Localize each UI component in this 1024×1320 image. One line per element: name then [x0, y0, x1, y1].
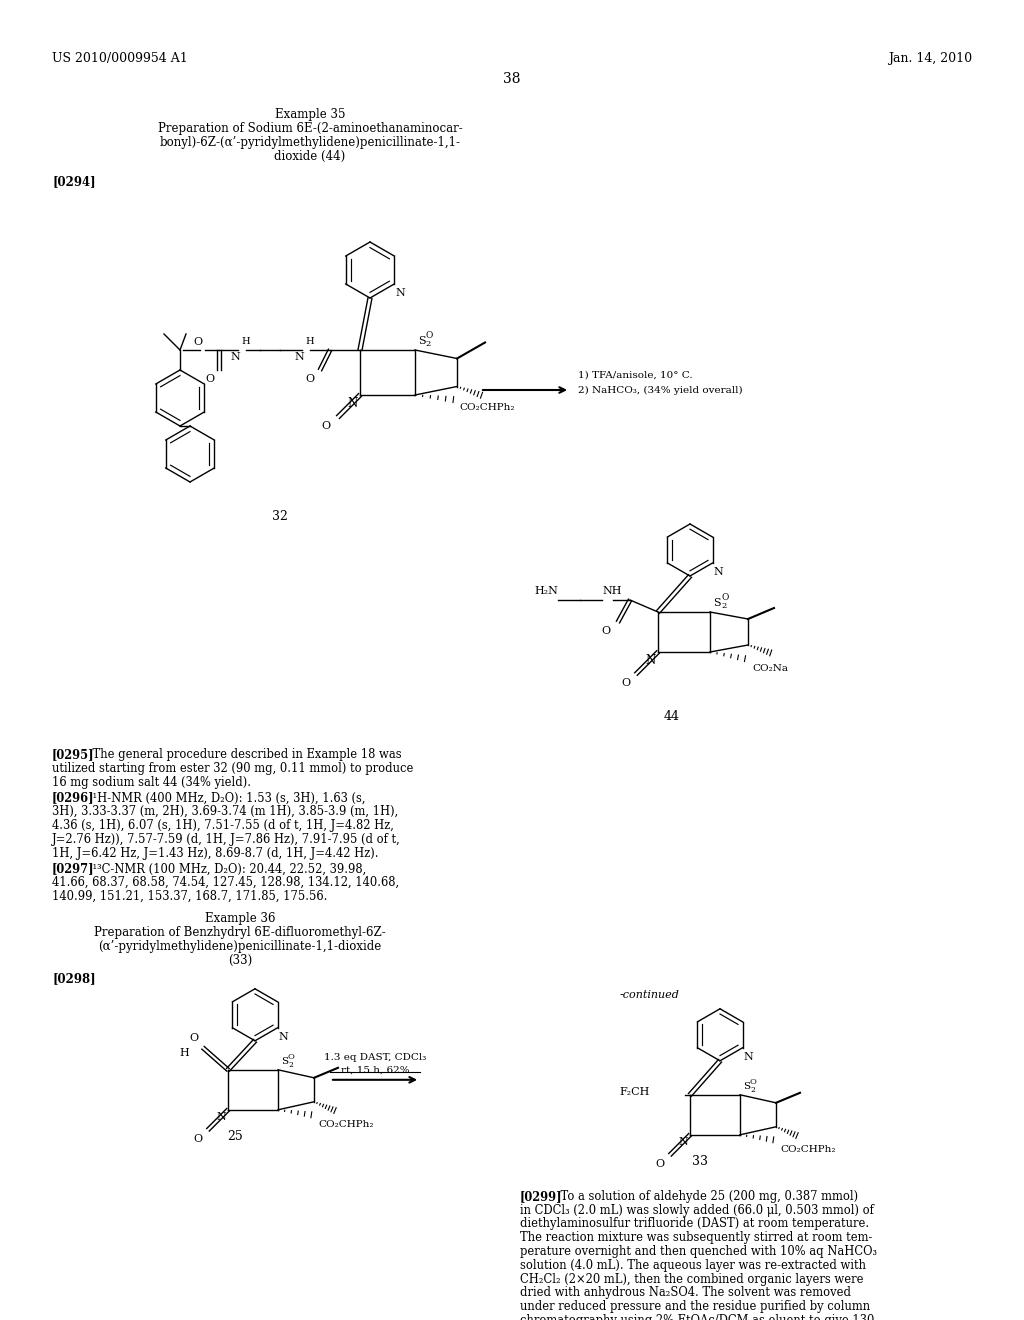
- Text: O: O: [601, 626, 610, 636]
- Text: To a solution of aldehyde 25 (200 mg, 0.387 mmol): To a solution of aldehyde 25 (200 mg, 0.…: [546, 1189, 858, 1203]
- Text: N: N: [230, 352, 240, 362]
- Text: [0295]: [0295]: [52, 748, 94, 762]
- Text: US 2010/0009954 A1: US 2010/0009954 A1: [52, 51, 187, 65]
- Text: 33: 33: [692, 1155, 708, 1168]
- Text: 44: 44: [664, 710, 680, 723]
- Text: O: O: [194, 1134, 203, 1144]
- Text: dioxide (44): dioxide (44): [274, 150, 346, 162]
- Text: N: N: [714, 568, 723, 577]
- Text: O: O: [321, 421, 330, 432]
- Text: The general procedure described in Example 18 was: The general procedure described in Examp…: [78, 748, 401, 762]
- Text: 41.66, 68.37, 68.58, 74.54, 127.45, 128.98, 134.12, 140.68,: 41.66, 68.37, 68.58, 74.54, 127.45, 128.…: [52, 876, 399, 890]
- Text: 2: 2: [750, 1086, 755, 1094]
- Text: O: O: [305, 374, 314, 384]
- Text: perature overnight and then quenched with 10% aq NaHCO₃: perature overnight and then quenched wit…: [520, 1245, 877, 1258]
- Text: [0298]: [0298]: [52, 972, 95, 985]
- Text: The reaction mixture was subsequently stirred at room tem-: The reaction mixture was subsequently st…: [520, 1232, 872, 1245]
- Text: 2: 2: [288, 1061, 293, 1069]
- Text: CO₂CHPh₂: CO₂CHPh₂: [780, 1144, 836, 1154]
- Text: N: N: [216, 1111, 226, 1122]
- Text: 2) NaHCO₃, (34% yield overall): 2) NaHCO₃, (34% yield overall): [578, 385, 742, 395]
- Text: H: H: [242, 337, 250, 346]
- Text: CO₂CHPh₂: CO₂CHPh₂: [459, 403, 514, 412]
- Text: [0294]: [0294]: [52, 176, 95, 187]
- Text: 1H, J=6.42 Hz, J=1.43 Hz), 8.69-8.7 (d, 1H, J=4.42 Hz).: 1H, J=6.42 Hz, J=1.43 Hz), 8.69-8.7 (d, …: [52, 846, 379, 859]
- Text: 140.99, 151.21, 153.37, 168.7, 171.85, 175.56.: 140.99, 151.21, 153.37, 168.7, 171.85, 1…: [52, 890, 328, 903]
- Text: ¹H-NMR (400 MHz, D₂O): 1.53 (s, 3H), 1.63 (s,: ¹H-NMR (400 MHz, D₂O): 1.53 (s, 3H), 1.6…: [78, 792, 366, 804]
- Text: N: N: [279, 1032, 289, 1041]
- Text: 1.3 eq DAST, CDCl₃: 1.3 eq DAST, CDCl₃: [324, 1053, 426, 1061]
- Text: S: S: [281, 1057, 288, 1065]
- Text: O: O: [750, 1078, 757, 1086]
- Text: Preparation of Sodium 6E-(2-aminoethanaminocar-: Preparation of Sodium 6E-(2-aminoethanam…: [158, 121, 463, 135]
- Text: O: O: [721, 593, 728, 602]
- Text: O: O: [193, 337, 202, 347]
- Text: (α’-pyridylmethylidene)penicillinate-1,1-dioxide: (α’-pyridylmethylidene)penicillinate-1,1…: [98, 940, 382, 953]
- Text: N: N: [743, 1052, 754, 1061]
- Text: ¹³C-NMR (100 MHz, D₂O): 20.44, 22.52, 39.98,: ¹³C-NMR (100 MHz, D₂O): 20.44, 22.52, 39…: [78, 862, 367, 875]
- Text: O: O: [188, 1032, 198, 1043]
- Text: 2: 2: [721, 602, 726, 610]
- Text: CH₂Cl₂ (2×20 mL), then the combined organic layers were: CH₂Cl₂ (2×20 mL), then the combined orga…: [520, 1272, 863, 1286]
- Text: [0297]: [0297]: [52, 862, 94, 875]
- Text: 3H), 3.33-3.37 (m, 2H), 3.69-3.74 (m 1H), 3.85-3.9 (m, 1H),: 3H), 3.33-3.37 (m, 2H), 3.69-3.74 (m 1H)…: [52, 805, 398, 818]
- Text: dried with anhydrous Na₂SO4. The solvent was removed: dried with anhydrous Na₂SO4. The solvent…: [520, 1287, 851, 1299]
- Text: N: N: [395, 288, 406, 298]
- Text: rt, 15 h, 62%: rt, 15 h, 62%: [341, 1065, 410, 1074]
- Text: O: O: [425, 331, 432, 341]
- Text: Preparation of Benzhydryl 6E-difluoromethyl-6Z-: Preparation of Benzhydryl 6E-difluoromet…: [94, 925, 386, 939]
- Text: in CDCl₃ (2.0 mL) was slowly added (66.0 μl, 0.503 mmol) of: in CDCl₃ (2.0 mL) was slowly added (66.0…: [520, 1204, 873, 1217]
- Text: F₂CH: F₂CH: [620, 1086, 650, 1097]
- Text: 25: 25: [227, 1130, 243, 1143]
- Text: J=2.76 Hz)), 7.57-7.59 (d, 1H, J=7.86 Hz), 7.91-7.95 (d of t,: J=2.76 Hz)), 7.57-7.59 (d, 1H, J=7.86 Hz…: [52, 833, 400, 846]
- Text: CO₂CHPh₂: CO₂CHPh₂: [318, 1119, 374, 1129]
- Text: N: N: [294, 352, 304, 362]
- Text: N: N: [678, 1137, 688, 1147]
- Text: O: O: [205, 374, 214, 384]
- Text: (33): (33): [228, 954, 252, 966]
- Text: [0296]: [0296]: [52, 792, 94, 804]
- Text: NH: NH: [602, 586, 622, 597]
- Text: 32: 32: [272, 510, 288, 523]
- Text: diethylaminosulfur trifluoride (DAST) at room temperature.: diethylaminosulfur trifluoride (DAST) at…: [520, 1217, 869, 1230]
- Text: O: O: [621, 678, 630, 688]
- Text: 1) TFA/anisole, 10° C.: 1) TFA/anisole, 10° C.: [578, 371, 692, 380]
- Text: 16 mg sodium salt 44 (34% yield).: 16 mg sodium salt 44 (34% yield).: [52, 776, 251, 788]
- Text: 2: 2: [425, 341, 430, 348]
- Text: H: H: [179, 1048, 189, 1057]
- Text: [0299]: [0299]: [520, 1189, 562, 1203]
- Text: CO₂Na: CO₂Na: [752, 664, 788, 673]
- Text: bonyl)-6Z-(α’-pyridylmethylidene)penicillinate-1,1-: bonyl)-6Z-(α’-pyridylmethylidene)penicil…: [160, 136, 461, 149]
- Text: Jan. 14, 2010: Jan. 14, 2010: [888, 51, 972, 65]
- Text: S: S: [418, 337, 426, 346]
- Text: under reduced pressure and the residue purified by column: under reduced pressure and the residue p…: [520, 1300, 870, 1313]
- Text: 4.36 (s, 1H), 6.07 (s, 1H), 7.51-7.55 (d of t, 1H, J=4.82 Hz,: 4.36 (s, 1H), 6.07 (s, 1H), 7.51-7.55 (d…: [52, 818, 394, 832]
- Text: O: O: [656, 1159, 665, 1168]
- Text: 38: 38: [503, 73, 521, 86]
- Text: H: H: [306, 337, 314, 346]
- Text: O: O: [288, 1053, 295, 1061]
- Text: chromatography using 2% EtOAc/DCM as eluent to give 130: chromatography using 2% EtOAc/DCM as elu…: [520, 1313, 874, 1320]
- Text: N: N: [646, 653, 656, 667]
- Text: utilized starting from ester 32 (90 mg, 0.11 mmol) to produce: utilized starting from ester 32 (90 mg, …: [52, 762, 414, 775]
- Text: N: N: [348, 397, 358, 411]
- Text: Example 36: Example 36: [205, 912, 275, 925]
- Text: S: S: [743, 1082, 751, 1090]
- Text: -continued: -continued: [620, 990, 680, 999]
- Text: H₂N: H₂N: [535, 586, 558, 597]
- Text: S: S: [713, 598, 721, 609]
- Text: solution (4.0 mL). The aqueous layer was re-extracted with: solution (4.0 mL). The aqueous layer was…: [520, 1259, 866, 1271]
- Text: Example 35: Example 35: [274, 108, 345, 121]
